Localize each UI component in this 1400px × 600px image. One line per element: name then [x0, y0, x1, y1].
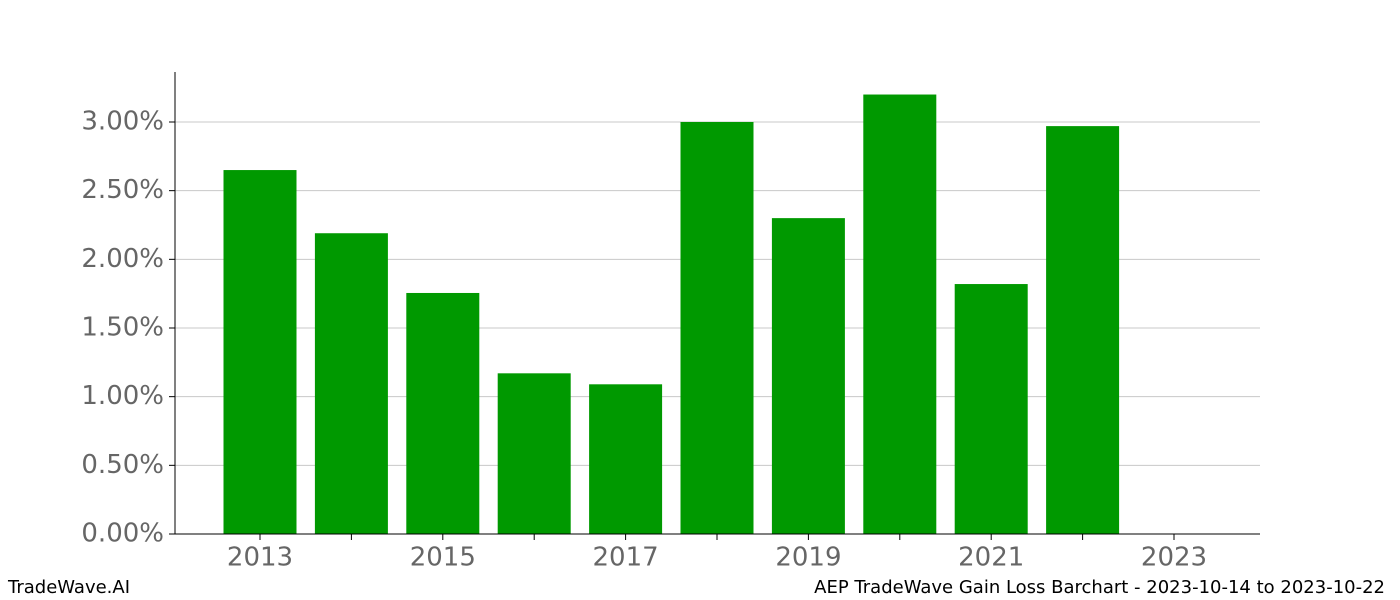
y-tick-label: 0.50%: [81, 450, 164, 480]
bar: [863, 94, 937, 534]
bar: [954, 284, 1028, 534]
bar: [680, 121, 754, 535]
x-tick-label: 2017: [593, 543, 659, 573]
bar: [406, 292, 480, 534]
x-tick-label: 2023: [1141, 543, 1207, 573]
bar: [314, 233, 388, 534]
bar: [223, 170, 297, 534]
y-tick-label: 1.00%: [81, 381, 164, 411]
bar: [1046, 126, 1120, 534]
chart-title: AEP TradeWave Gain Loss Barchart - 2023-…: [814, 577, 1385, 598]
y-tick-label: 2.50%: [81, 175, 164, 205]
y-tick-label: 1.50%: [81, 312, 164, 342]
bar: [589, 384, 663, 534]
y-tick-label: 3.00%: [81, 106, 164, 136]
x-tick-label: 2019: [775, 543, 841, 573]
y-tick-label: 2.00%: [81, 244, 164, 274]
bar: [497, 373, 571, 534]
x-tick-label: 2013: [227, 543, 293, 573]
x-tick-label: 2021: [958, 543, 1024, 573]
x-tick-label: 2015: [410, 543, 476, 573]
y-tick-label: 0.00%: [81, 519, 164, 549]
bar: [771, 218, 845, 534]
watermark: TradeWave.AI: [7, 577, 130, 598]
